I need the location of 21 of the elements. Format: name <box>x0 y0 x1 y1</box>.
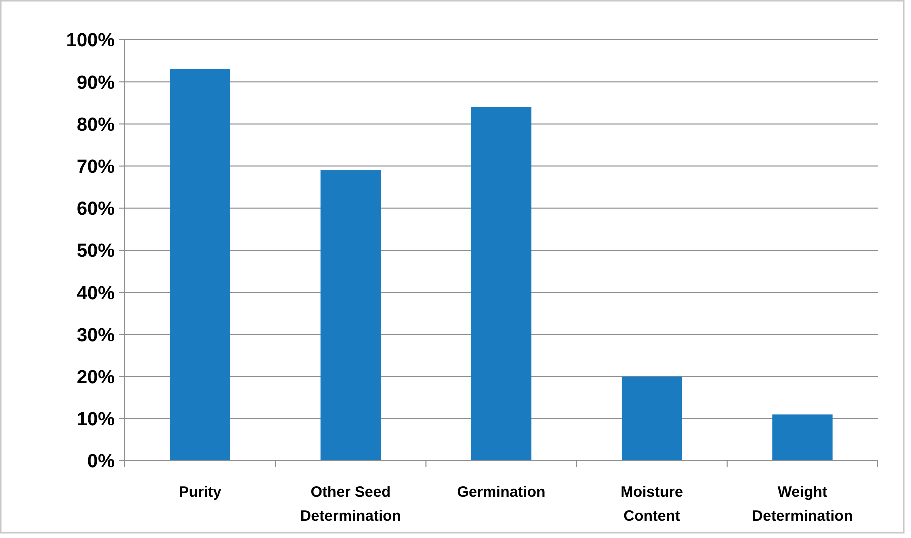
y-tick-label: 0% <box>88 452 116 473</box>
x-tick-label: Weight Determination <box>752 484 854 525</box>
bar <box>471 107 532 461</box>
bar <box>320 170 382 461</box>
y-tick-label: 70% <box>76 156 116 178</box>
bar <box>772 414 833 461</box>
y-tick-label: 10% <box>76 410 116 431</box>
bar <box>170 69 230 461</box>
y-tick-label: 90% <box>76 72 116 94</box>
y-tick-label: 50% <box>76 241 116 262</box>
bar <box>622 376 682 461</box>
y-tick-label: 60% <box>76 199 116 220</box>
y-tick-label: 20% <box>76 367 116 388</box>
y-tick-label: 80% <box>76 114 116 136</box>
x-tick-label: Other Seed Determination <box>300 484 402 525</box>
x-tick-label: Germination <box>457 484 546 501</box>
y-tick-label: 100% <box>66 30 116 52</box>
x-tick-label: Purity <box>179 484 222 501</box>
y-tick-label: 30% <box>76 325 116 346</box>
x-tick-label: Moisture Content <box>620 484 684 525</box>
y-tick-label: 40% <box>76 283 116 304</box>
